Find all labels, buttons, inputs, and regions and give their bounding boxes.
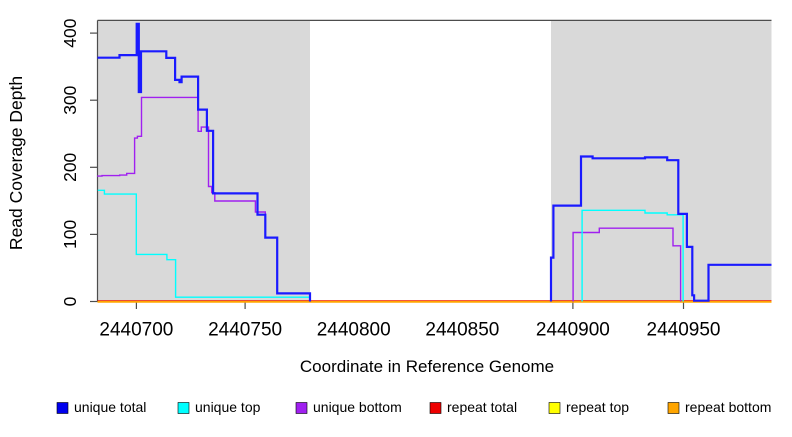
svg-text:400: 400 [60,18,80,47]
svg-text:0: 0 [60,296,80,306]
svg-text:2440700: 2440700 [99,320,173,341]
svg-text:2440900: 2440900 [536,320,610,341]
svg-text:unique total: unique total [74,399,146,415]
svg-text:Read Coverage Depth: Read Coverage Depth [6,76,26,250]
svg-text:300: 300 [60,85,80,114]
svg-text:2440750: 2440750 [208,320,282,341]
svg-text:repeat total: repeat total [447,399,517,415]
svg-text:repeat top: repeat top [566,399,629,415]
svg-text:unique bottom: unique bottom [313,399,402,415]
svg-text:2440850: 2440850 [425,320,499,341]
svg-text:unique top: unique top [195,399,261,415]
svg-text:2440800: 2440800 [317,320,391,341]
svg-text:2440950: 2440950 [647,320,721,341]
svg-text:repeat bottom: repeat bottom [685,399,771,415]
svg-text:Coordinate in Reference Genome: Coordinate in Reference Genome [300,357,554,376]
svg-text:100: 100 [60,220,80,249]
svg-text:200: 200 [60,152,80,181]
